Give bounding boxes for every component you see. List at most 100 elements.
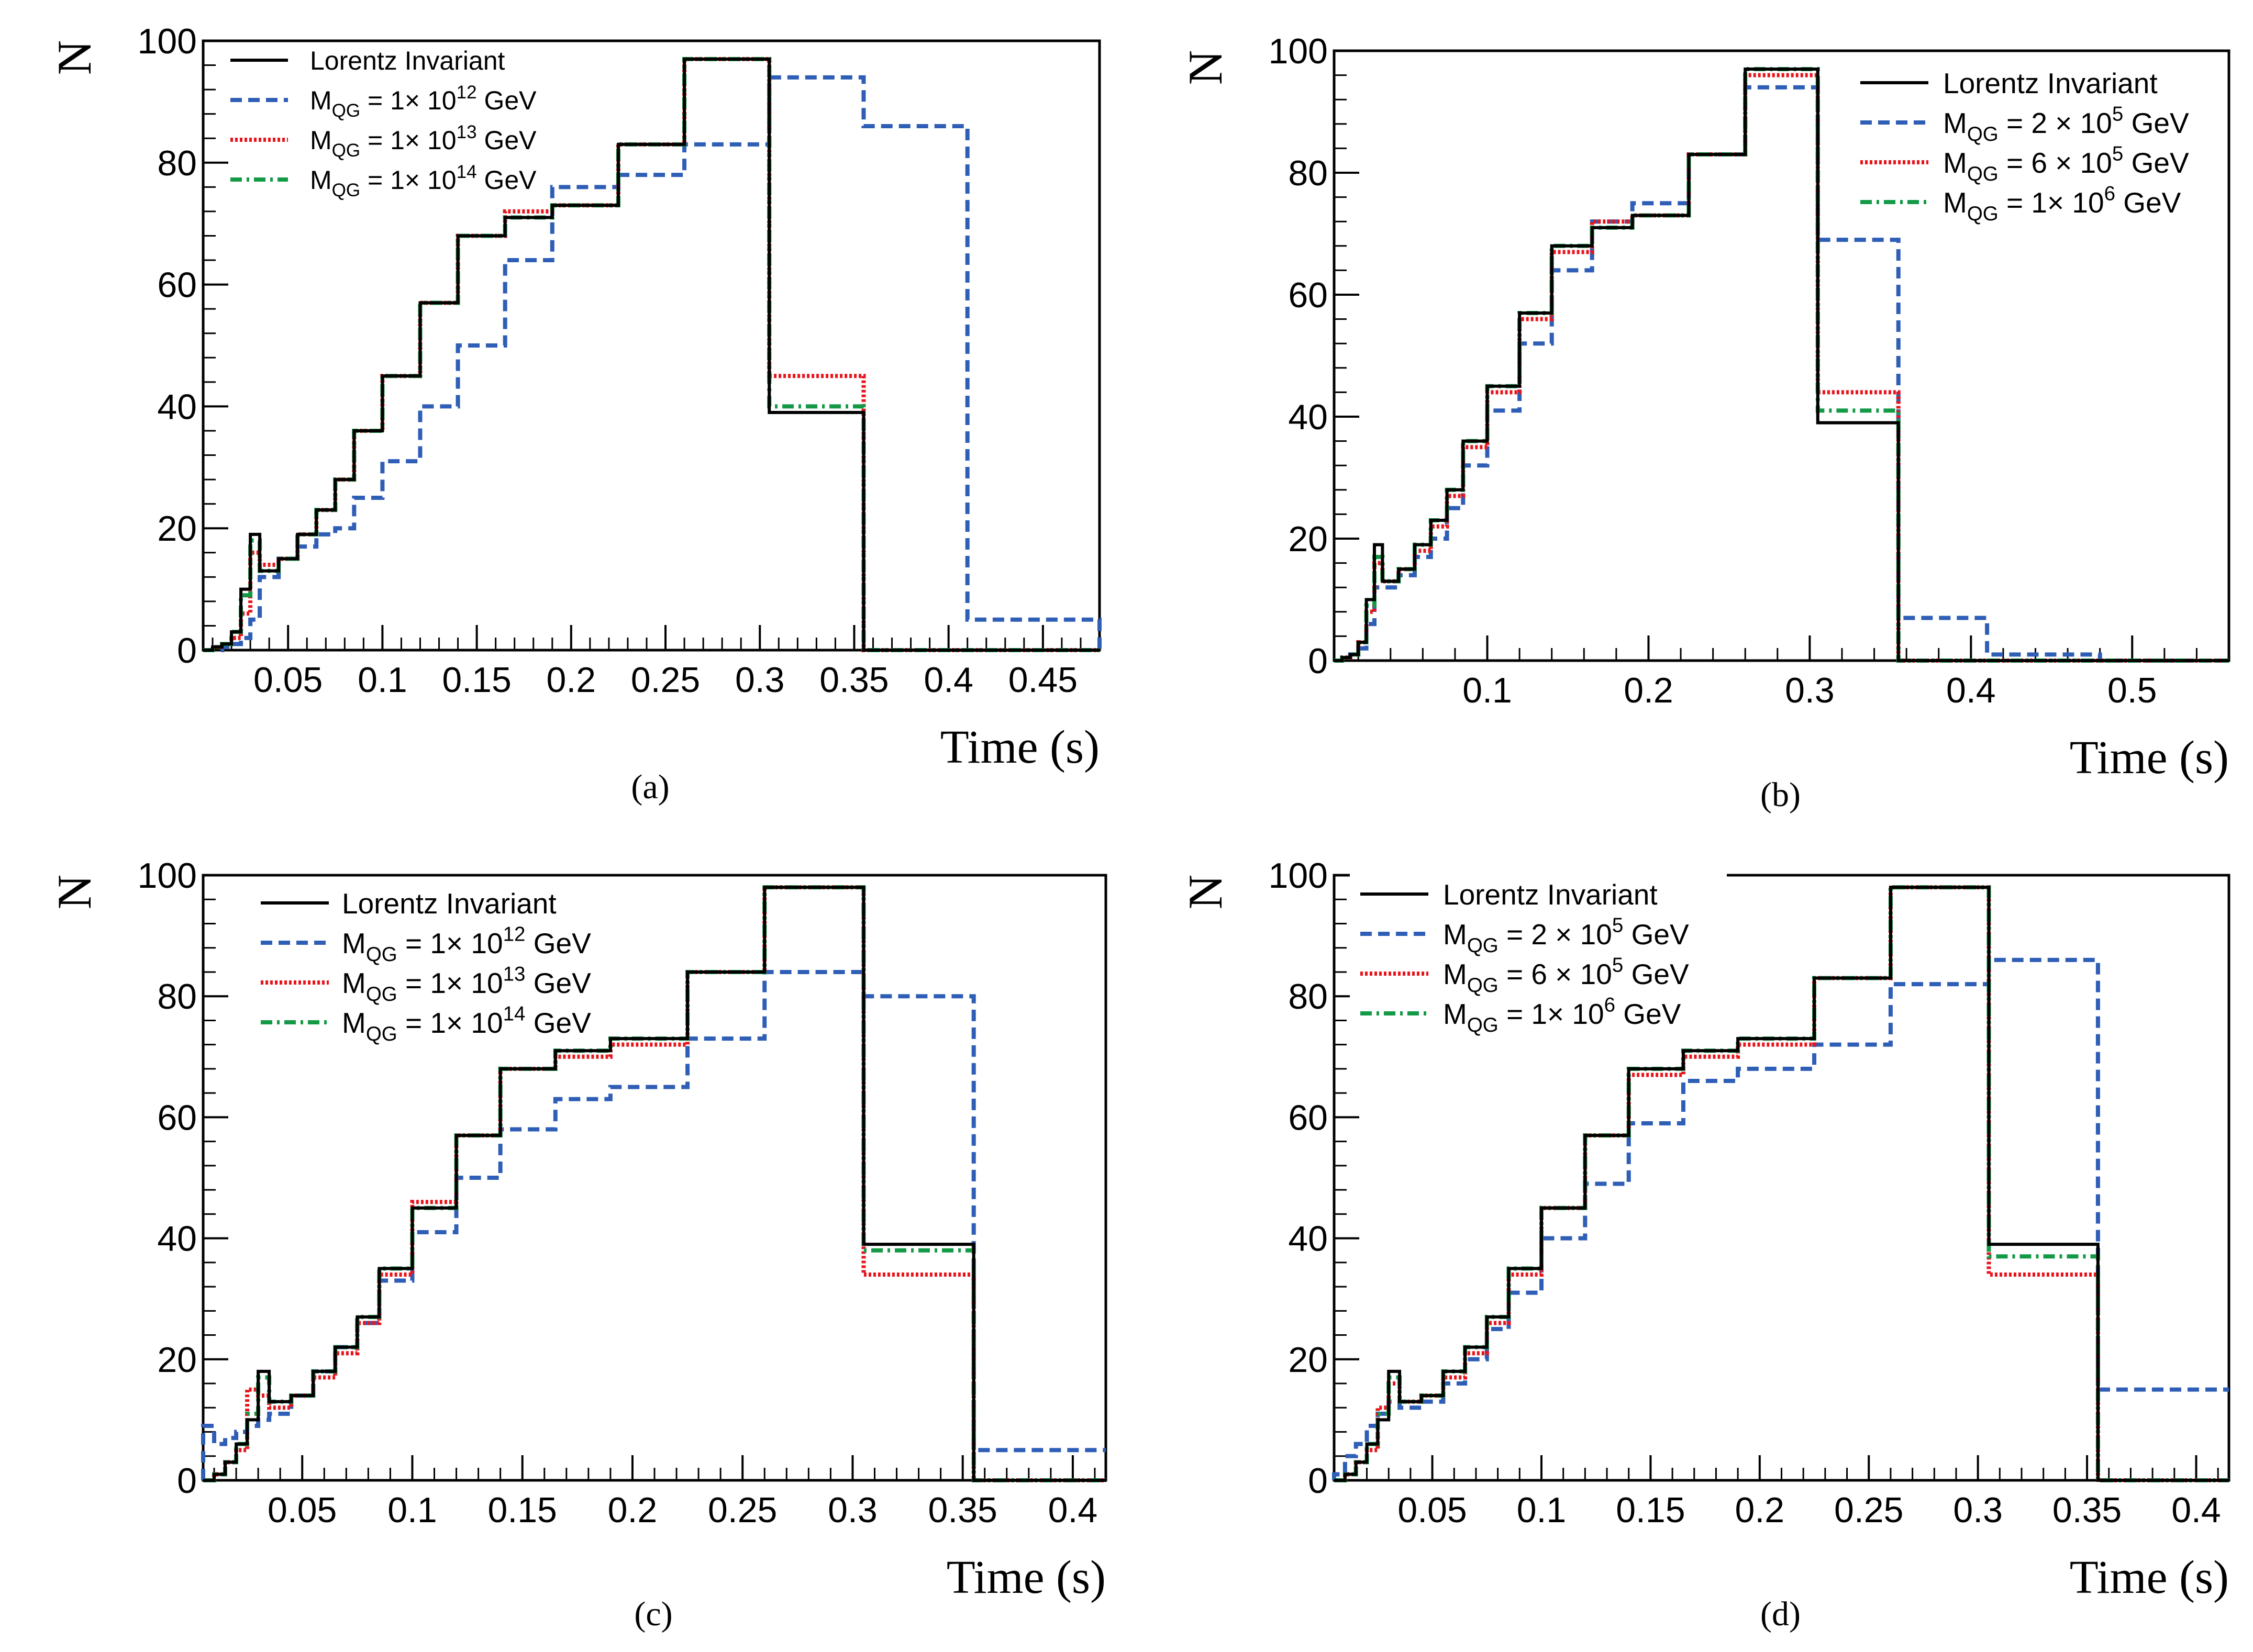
x-tick-label: 0.4 xyxy=(1946,671,1996,710)
legend-entry-label: MQG = 1× 1012 GeV xyxy=(310,82,537,121)
y-tick-label: 40 xyxy=(157,1219,197,1259)
y-tick-label: 20 xyxy=(157,1340,197,1380)
y-tick-label: 0 xyxy=(1308,641,1328,681)
x-tick-label: 0.05 xyxy=(253,660,323,700)
histogram-series-0 xyxy=(1334,67,2229,662)
x-tick-label: 0.1 xyxy=(358,660,407,700)
y-tick-label: 80 xyxy=(1288,153,1328,193)
chart-panel-c: 0 20 40 60 80 100 0.05 0.1 0.15 0.2 0.25 0.3 0.35 0.4… xyxy=(48,856,1107,1633)
x-tick-label: 0.3 xyxy=(1785,671,1835,710)
legend-entry-label: MQG = 1× 1014 GeV xyxy=(342,1003,591,1046)
x-axis-title: Time (s) xyxy=(2070,1551,2229,1603)
chart-panel-d: 0 20 40 60 80 100 0.05 0.1 0.15 0.2 0.25 0.3 0.35 0.4… xyxy=(1179,856,2230,1633)
y-tick-label: 40 xyxy=(157,387,197,427)
y-tick-label: 60 xyxy=(1288,275,1328,315)
histogram-series-2 xyxy=(1334,885,2229,1482)
x-tick-label: 0.5 xyxy=(2107,671,2157,710)
y-tick-label: 100 xyxy=(138,856,197,896)
x-tick-label: 0.15 xyxy=(488,1490,557,1530)
y-tick-label: 60 xyxy=(157,265,197,305)
x-tick-label: 0.1 xyxy=(1517,1490,1567,1530)
x-tick-label: 0.15 xyxy=(1616,1490,1685,1530)
x-tick-label: 0.25 xyxy=(708,1490,777,1530)
x-tick-label: 0.15 xyxy=(442,660,511,700)
x-tick-label: 0.25 xyxy=(1834,1490,1903,1530)
legend-entry-label: Lorentz Invariant xyxy=(310,46,505,75)
panel-caption: (a) xyxy=(631,768,669,806)
histogram-series-2 xyxy=(203,885,1106,1482)
legend-entry-label: MQG = 1× 1013 GeV xyxy=(310,122,537,161)
x-tick-label: 0.4 xyxy=(924,660,973,700)
x-tick-label: 0.2 xyxy=(1624,671,1673,710)
panel-caption: (d) xyxy=(1760,1595,1801,1633)
histogram-series-0 xyxy=(1334,886,2229,1482)
x-tick-label: 0.35 xyxy=(819,660,889,700)
legend-entry-label: MQG = 1× 1012 GeV xyxy=(342,923,591,966)
y-tick-label: 100 xyxy=(1269,856,1328,896)
x-tick-label: 0.4 xyxy=(1048,1490,1098,1530)
x-tick-label: 0.35 xyxy=(928,1490,997,1530)
x-tick-label: 0.1 xyxy=(1462,671,1512,710)
x-tick-label: 0.05 xyxy=(268,1490,337,1530)
y-axis-title: N xyxy=(48,40,101,75)
y-tick-label: 40 xyxy=(1288,397,1328,437)
plot-frame xyxy=(1333,49,2230,662)
x-tick-label: 0.3 xyxy=(735,660,785,700)
legend-entry-label: MQG = 1× 106 GeV xyxy=(1443,994,1681,1037)
chart-panel-b: 0 20 40 60 80 100 0.1 0.2 0.3 0.4 0.5 N Time (s) Lore… xyxy=(1179,31,2230,814)
x-tick-label: 0.05 xyxy=(1397,1490,1467,1530)
y-tick-label: 60 xyxy=(1288,1098,1328,1137)
x-tick-label: 0.2 xyxy=(608,1490,658,1530)
y-axis-title: N xyxy=(1179,50,1232,85)
y-tick-label: 80 xyxy=(157,143,197,183)
y-tick-label: 80 xyxy=(157,977,197,1017)
plot-frame xyxy=(202,39,1101,652)
panel-caption: (b) xyxy=(1760,776,1801,814)
histogram-series-1 xyxy=(203,75,1102,652)
legend-entry-label: MQG = 1× 1013 GeV xyxy=(342,963,591,1006)
legend-entry-label: Lorentz Invariant xyxy=(342,887,557,920)
legend-entry-label: Lorentz Invariant xyxy=(1443,878,1658,911)
y-tick-label: 100 xyxy=(138,21,197,61)
y-tick-label: 0 xyxy=(177,631,197,671)
histogram-series-3 xyxy=(203,885,1106,1482)
y-tick-label: 40 xyxy=(1288,1219,1328,1259)
histogram-series-1 xyxy=(201,969,1106,1480)
x-axis-title: Time (s) xyxy=(947,1551,1106,1603)
x-tick-label: 0.2 xyxy=(1735,1490,1785,1530)
y-axis-title: N xyxy=(1179,875,1232,909)
x-tick-label: 0.2 xyxy=(547,660,596,700)
legend-entry-label: MQG = 6 × 105 GeV xyxy=(1443,954,1689,997)
y-axis-title: N xyxy=(48,875,101,909)
y-tick-label: 60 xyxy=(157,1098,197,1137)
plot-frame xyxy=(202,874,1107,1482)
legend-entry-label: MQG = 2 × 105 GeV xyxy=(1943,103,2189,146)
chart-panel-a: 0 20 40 60 80 100 0.05 0.1 0.15 0.2 0.25 0.3 0.35 0.4… xyxy=(48,21,1102,806)
x-tick-label: 0.3 xyxy=(1953,1490,2003,1530)
x-tick-label: 0.3 xyxy=(828,1490,878,1530)
y-tick-label: 20 xyxy=(157,509,197,549)
y-tick-label: 80 xyxy=(1288,977,1328,1017)
y-tick-label: 0 xyxy=(1308,1461,1328,1501)
histogram-series-0 xyxy=(203,886,1106,1482)
y-tick-label: 20 xyxy=(1288,1340,1328,1380)
legend-entry-label: MQG = 6 × 105 GeV xyxy=(1943,143,2189,186)
x-tick-label: 0.25 xyxy=(631,660,700,700)
x-tick-label: 0.1 xyxy=(387,1490,437,1530)
y-tick-label: 0 xyxy=(177,1461,197,1501)
legend-entry-label: MQG = 1× 1014 GeV xyxy=(310,162,537,200)
y-tick-label: 100 xyxy=(1269,31,1328,71)
legend-entry-label: MQG = 1× 106 GeV xyxy=(1943,183,2181,226)
x-tick-label: 0.4 xyxy=(2171,1490,2221,1530)
histogram-series-0 xyxy=(203,57,1100,652)
panel-caption: (c) xyxy=(634,1595,672,1633)
y-tick-label: 20 xyxy=(1288,519,1328,559)
legend-entry-label: Lorentz Invariant xyxy=(1943,67,2158,99)
x-axis-title: Time (s) xyxy=(2070,732,2229,784)
legend-entry-label: MQG = 2 × 105 GeV xyxy=(1443,914,1689,957)
